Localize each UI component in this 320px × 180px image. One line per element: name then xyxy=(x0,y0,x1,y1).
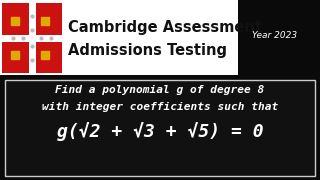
Text: Admissions Testing: Admissions Testing xyxy=(68,43,227,58)
Bar xyxy=(28,3,36,73)
Text: with integer coefficients such that: with integer coefficients such that xyxy=(42,102,278,112)
FancyBboxPatch shape xyxy=(5,80,315,176)
Text: Year 2023: Year 2023 xyxy=(252,30,297,39)
Text: Find a polynomial g of degree 8: Find a polynomial g of degree 8 xyxy=(55,85,265,95)
Bar xyxy=(2,35,62,42)
Bar xyxy=(0,0,238,75)
Text: Cambridge Assessment: Cambridge Assessment xyxy=(68,20,262,35)
Text: g(√2 + √3 + √5) = 0: g(√2 + √3 + √5) = 0 xyxy=(57,122,263,141)
Bar xyxy=(2,3,62,73)
